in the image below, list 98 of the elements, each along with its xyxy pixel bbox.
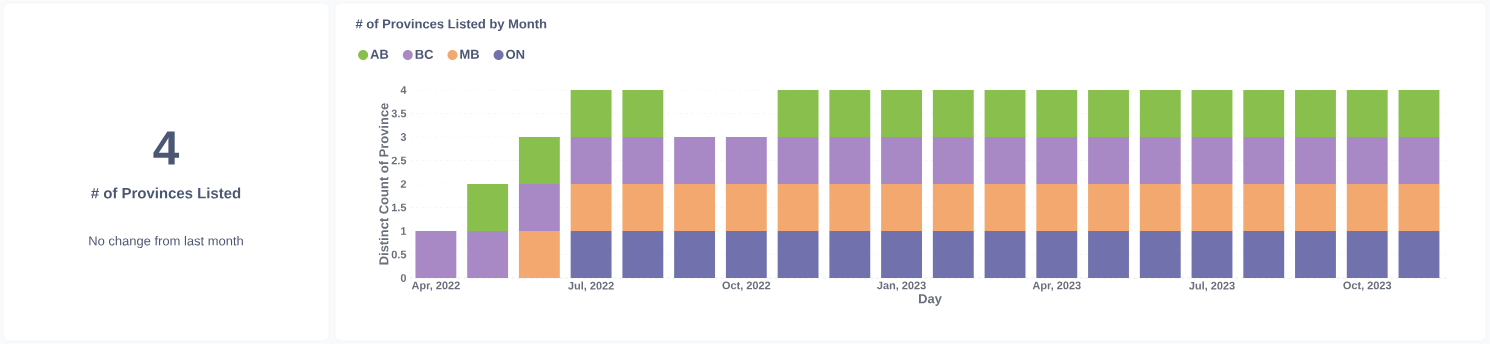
bar — [932, 231, 974, 278]
bar — [674, 137, 716, 184]
x-tick-label: Apr, 2023 — [1032, 281, 1081, 292]
x-tick-label: Apr, 2022 — [411, 281, 460, 292]
bar — [725, 137, 767, 184]
bar — [1346, 184, 1388, 231]
x-tick-label: Oct, 2022 — [722, 281, 771, 291]
bar — [1295, 90, 1336, 137]
bar — [777, 90, 819, 137]
bar — [932, 137, 974, 184]
bar — [1139, 184, 1181, 231]
bar — [518, 231, 560, 278]
bar — [984, 231, 1026, 278]
y-axis-title: Distinct Count of Province — [378, 103, 389, 265]
bar — [1036, 184, 1078, 231]
bar — [1139, 231, 1181, 278]
bar — [881, 231, 922, 278]
bar — [570, 231, 612, 278]
bar — [1398, 90, 1440, 137]
bar — [725, 231, 767, 278]
bar — [777, 137, 819, 184]
bar — [725, 184, 767, 231]
bar — [1243, 90, 1285, 137]
x-tick-label: Jan, 2023 — [877, 281, 926, 291]
bar — [622, 184, 664, 231]
bar — [622, 137, 664, 184]
y-tick-label: 1.5 — [391, 203, 407, 212]
bar — [1295, 231, 1336, 278]
bar — [1398, 231, 1440, 278]
bar — [570, 184, 612, 231]
bar — [674, 231, 716, 278]
bar — [1398, 184, 1440, 231]
legend-label: BC — [415, 49, 434, 59]
x-tick-label: Jul, 2023 — [1189, 281, 1235, 292]
bar — [1295, 184, 1336, 231]
y-tick-label: 4 — [400, 86, 407, 94]
bar — [622, 90, 664, 137]
bar — [518, 137, 560, 184]
bar — [1191, 184, 1233, 231]
bar — [1036, 231, 1078, 278]
bar — [1346, 90, 1388, 137]
bar — [881, 137, 922, 184]
bar — [1398, 137, 1440, 184]
bar — [1088, 90, 1129, 137]
bar — [1295, 137, 1336, 184]
legend-label: MB — [460, 49, 480, 59]
bar — [1346, 137, 1388, 184]
bar — [881, 184, 922, 231]
bar — [829, 231, 871, 278]
bar — [984, 137, 1026, 184]
bar — [415, 231, 457, 278]
bar — [984, 184, 1026, 231]
bar — [1243, 231, 1285, 278]
y-tick-label: 1 — [401, 227, 407, 235]
y-tick-label: 3.5 — [391, 109, 407, 118]
bar — [1243, 184, 1285, 231]
y-tick-label: 2.5 — [391, 156, 407, 165]
bar — [1191, 137, 1233, 184]
x-tick-label: Jul, 2022 — [568, 281, 614, 292]
bar — [1088, 184, 1129, 231]
chart-title: # of Provinces Listed by Month — [355, 18, 547, 32]
data-label: 4 — [153, 131, 180, 165]
y-tick-label: 0.5 — [391, 250, 407, 259]
bar — [984, 90, 1026, 137]
bar — [570, 90, 612, 137]
bar — [829, 90, 871, 137]
bar — [829, 137, 871, 184]
y-tick-label: 0 — [400, 274, 407, 282]
bar — [518, 184, 560, 231]
bar — [622, 231, 664, 278]
bar — [881, 90, 922, 137]
bar — [1139, 137, 1181, 184]
bar — [674, 184, 716, 231]
bar — [1139, 90, 1181, 137]
bar — [1191, 231, 1233, 278]
bar — [1346, 231, 1388, 278]
bar — [1243, 137, 1285, 184]
bar — [777, 231, 819, 278]
x-tick-label: Oct, 2023 — [1343, 281, 1392, 291]
bar — [932, 90, 974, 137]
y-tick-label: 3 — [400, 133, 407, 141]
bar — [1191, 90, 1233, 137]
bar — [1088, 137, 1129, 184]
bar — [829, 184, 871, 231]
text: No change from last month — [89, 235, 243, 249]
bar — [1088, 231, 1129, 278]
bar — [1036, 137, 1078, 184]
bar — [932, 184, 974, 231]
bar — [777, 184, 819, 231]
bar — [570, 137, 612, 184]
bar — [467, 231, 509, 278]
legend-label: AB — [370, 49, 389, 59]
legend-label: ON — [506, 49, 525, 59]
bar — [467, 184, 509, 231]
text: # of Provinces Listed — [91, 187, 241, 199]
x-axis-title: Day — [919, 294, 942, 306]
bar — [1036, 90, 1078, 137]
y-tick-label: 2 — [400, 180, 407, 188]
